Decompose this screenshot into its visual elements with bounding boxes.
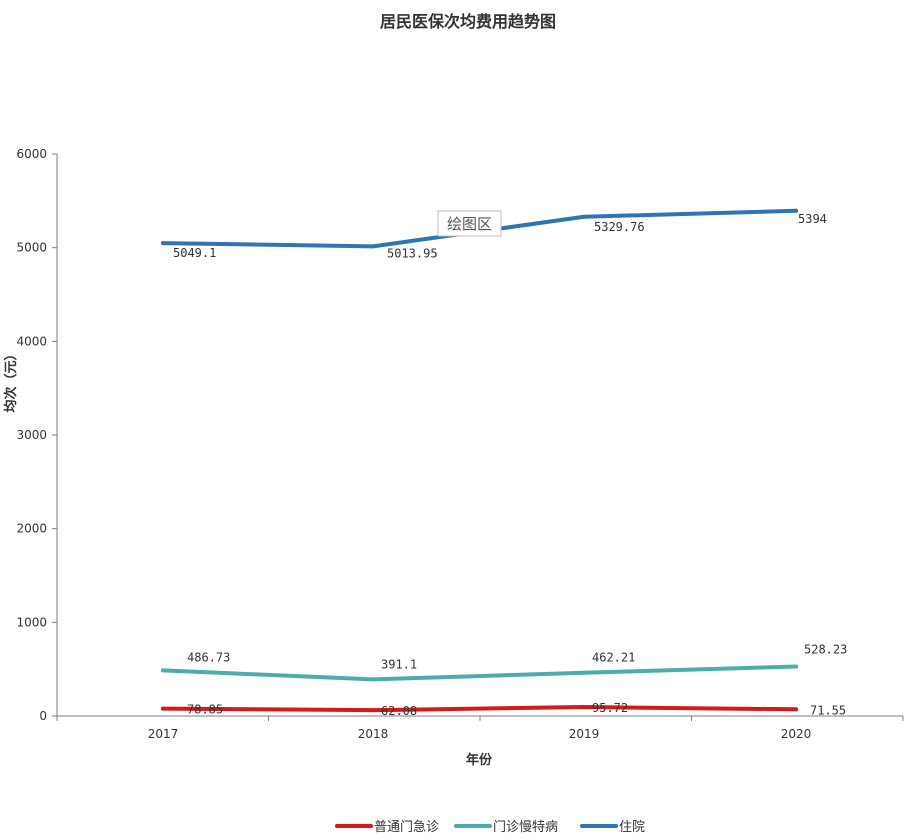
series-lines	[161, 208, 798, 713]
data-label: 95.72	[592, 701, 628, 715]
data-label: 5013.95	[387, 246, 438, 260]
y-tick-label: 0	[39, 709, 47, 723]
x-tick-label: 2020	[781, 727, 812, 741]
legend-label: 普通门急诊	[374, 820, 439, 835]
data-point[interactable]	[582, 705, 586, 710]
x-axis-title: 年份	[466, 752, 493, 768]
data-label: 78.85	[187, 703, 223, 717]
data-point[interactable]	[371, 244, 375, 249]
data-labels: 78.85 62.08 95.72 71.55 486.73 391.1 462.21 528…	[173, 212, 847, 718]
data-point[interactable]	[794, 707, 798, 712]
data-label: 528.23	[804, 643, 847, 657]
y-tick-label: 3000	[16, 428, 47, 442]
series-line[interactable]	[161, 705, 798, 713]
data-point[interactable]	[161, 241, 165, 246]
y-tick-label: 1000	[16, 615, 47, 629]
legend: 普通门急诊 门诊慢特病 住院	[335, 819, 645, 835]
series-line[interactable]	[161, 664, 798, 682]
data-label: 5049.1	[173, 246, 216, 260]
y-axis-title: 均次（元）	[3, 347, 19, 412]
x-axis-ticks: 2017 2018 2019 2020	[56, 716, 904, 741]
data-point[interactable]	[582, 670, 586, 675]
chart-title: 居民医保次均费用趋势图	[380, 12, 556, 31]
data-label: 62.08	[381, 704, 417, 718]
data-point[interactable]	[794, 208, 798, 213]
data-point[interactable]	[582, 214, 586, 219]
y-axis-ticks: 0 1000 2000 3000 4000 5000 6000	[16, 147, 57, 723]
x-tick-label: 2018	[358, 727, 389, 741]
data-point[interactable]	[371, 677, 375, 682]
tooltip-box	[437, 210, 502, 237]
data-point[interactable]	[161, 668, 165, 673]
x-tick-label: 2017	[148, 727, 179, 741]
y-tick-label: 5000	[16, 241, 47, 255]
y-tick-label: 2000	[16, 522, 47, 536]
legend-item[interactable]: 住院	[580, 820, 645, 835]
legend-label: 门诊慢特病	[493, 819, 558, 835]
y-tick-label: 6000	[16, 147, 47, 161]
data-label: 486.73	[187, 650, 230, 664]
data-point[interactable]	[371, 708, 375, 713]
y-tick-label: 4000	[16, 334, 47, 348]
legend-label: 住院	[619, 820, 645, 835]
plot-area-tooltip: 绘图区	[437, 210, 502, 237]
data-label: 391.1	[381, 657, 417, 671]
legend-item[interactable]: 普通门急诊	[335, 820, 439, 835]
data-label: 5329.76	[594, 220, 645, 234]
x-tick-label: 2019	[569, 727, 600, 741]
data-point[interactable]	[794, 664, 798, 669]
data-label: 71.55	[810, 703, 846, 717]
data-label: 5394	[798, 212, 827, 226]
data-label: 462.21	[592, 651, 635, 665]
tooltip-label: 绘图区	[447, 215, 492, 233]
legend-item[interactable]: 门诊慢特病	[454, 819, 558, 835]
data-point[interactable]	[161, 706, 165, 711]
